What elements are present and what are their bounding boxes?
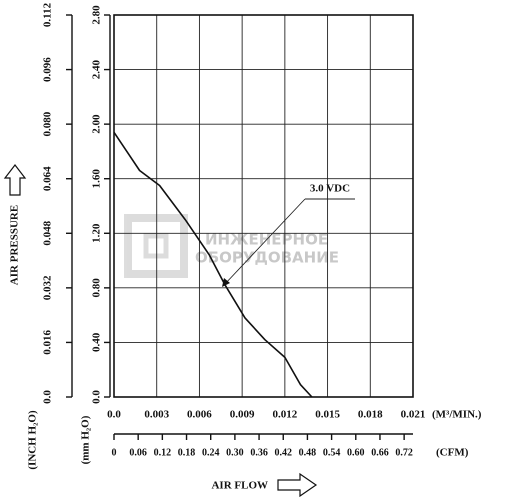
y-tick-label: 0.0 <box>91 390 103 404</box>
y-tick-label: 0.40 <box>91 332 103 352</box>
x-tick-label: 0.006 <box>187 409 212 421</box>
x-tick-label: 0.021 <box>401 409 426 421</box>
x-axis-title: AIR FLOW <box>211 480 268 492</box>
x2-tick-label: 0.18 <box>178 447 196 458</box>
x2-tick-label: 0.12 <box>154 447 172 458</box>
x2-tick-label: 0.54 <box>323 447 341 458</box>
x-tick-label: 0.012 <box>272 409 297 421</box>
y-tick-label: 1.60 <box>91 169 103 189</box>
annotation-arrowhead <box>222 278 230 287</box>
x2-tick-label: 0 <box>112 447 117 458</box>
y2-unit: (INCH H₂O) <box>27 410 39 470</box>
watermark: ОБОРУДОВАНИЕ <box>195 249 339 267</box>
x-arrow <box>277 472 318 497</box>
y2-tick-label: 0.080 <box>42 111 54 136</box>
x2-tick-label: 0.36 <box>250 447 268 458</box>
annotation-leader <box>223 198 306 286</box>
y2-tick-label: 0.048 <box>42 220 54 245</box>
y-tick-label: 0.80 <box>91 278 103 298</box>
y2-tick-label: 0.016 <box>42 330 54 355</box>
y2-tick-label: 0.032 <box>42 275 54 300</box>
x2-tick-label: 0.42 <box>274 447 292 458</box>
x2-tick-label: 0.60 <box>347 447 365 458</box>
y2-tick-label: 0.064 <box>42 166 54 191</box>
x-tick-label: 0.003 <box>144 409 169 421</box>
y2-tick-label: 0.112 <box>42 2 54 27</box>
x-unit: (M³/MIN.) <box>432 409 482 421</box>
y-tick-label: 2.40 <box>91 59 103 79</box>
x2-tick-label: 0.30 <box>226 447 244 458</box>
y-arrow <box>3 164 27 196</box>
x2-tick-label: 0.72 <box>395 447 413 458</box>
x2-tick-label: 0.24 <box>202 447 220 458</box>
x-tick-label: 0.015 <box>315 409 340 421</box>
plot-frame <box>113 14 414 398</box>
x2-tick-label: 0.48 <box>299 447 317 458</box>
y2-tick-label: 0.096 <box>42 57 54 82</box>
x2-unit: (CFM) <box>436 447 469 459</box>
y2-tick-label: 0.0 <box>42 390 54 404</box>
x-tick-label: 0.018 <box>358 409 383 421</box>
y-unit: (mm H₂O) <box>80 415 92 464</box>
x-tick-label: 0.009 <box>230 409 255 421</box>
y-tick-label: 2.80 <box>91 5 103 25</box>
y-tick-label: 2.00 <box>91 114 103 134</box>
x-tick-label: 0.0 <box>107 409 121 421</box>
x2-tick-label: 0.06 <box>129 447 147 458</box>
watermark-logo <box>124 214 188 278</box>
y-axis-title: AIR PRESSURE <box>9 205 21 285</box>
annotation: 3.0 VDC <box>310 183 350 195</box>
y-tick-label: 1.20 <box>91 223 103 243</box>
x2-tick-label: 0.66 <box>371 447 389 458</box>
